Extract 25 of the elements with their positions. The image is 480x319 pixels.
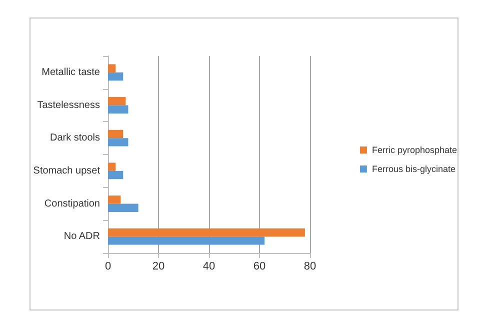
y-tick-label: Stomach upset xyxy=(33,165,100,176)
bar xyxy=(108,204,138,212)
y-tick-label: Dark stools xyxy=(50,132,100,144)
bar xyxy=(108,72,124,81)
y-tick-label: Tastelessness xyxy=(37,100,100,111)
bar xyxy=(108,170,124,180)
legend-label: Ferric pyrophosphate xyxy=(372,145,458,155)
bar xyxy=(108,105,128,114)
bar xyxy=(108,228,305,237)
x-tick-label: 80 xyxy=(304,260,316,272)
bar xyxy=(108,236,265,245)
bar xyxy=(108,162,116,171)
x-tick-label: 60 xyxy=(253,260,266,272)
bar xyxy=(108,138,128,146)
x-tick-label: 40 xyxy=(202,260,216,272)
y-tick-label: No ADR xyxy=(64,231,100,242)
y-tick-label: Constipation xyxy=(44,198,100,210)
legend-label: Ferrous bis-glycinate xyxy=(372,164,456,174)
bar xyxy=(108,97,126,106)
bar xyxy=(108,196,121,204)
bar xyxy=(108,64,116,72)
y-tick-label: Metallic taste xyxy=(42,66,100,78)
x-tick-label: 0 xyxy=(104,260,112,272)
bar xyxy=(108,130,124,138)
x-tick-label: 20 xyxy=(152,260,165,272)
